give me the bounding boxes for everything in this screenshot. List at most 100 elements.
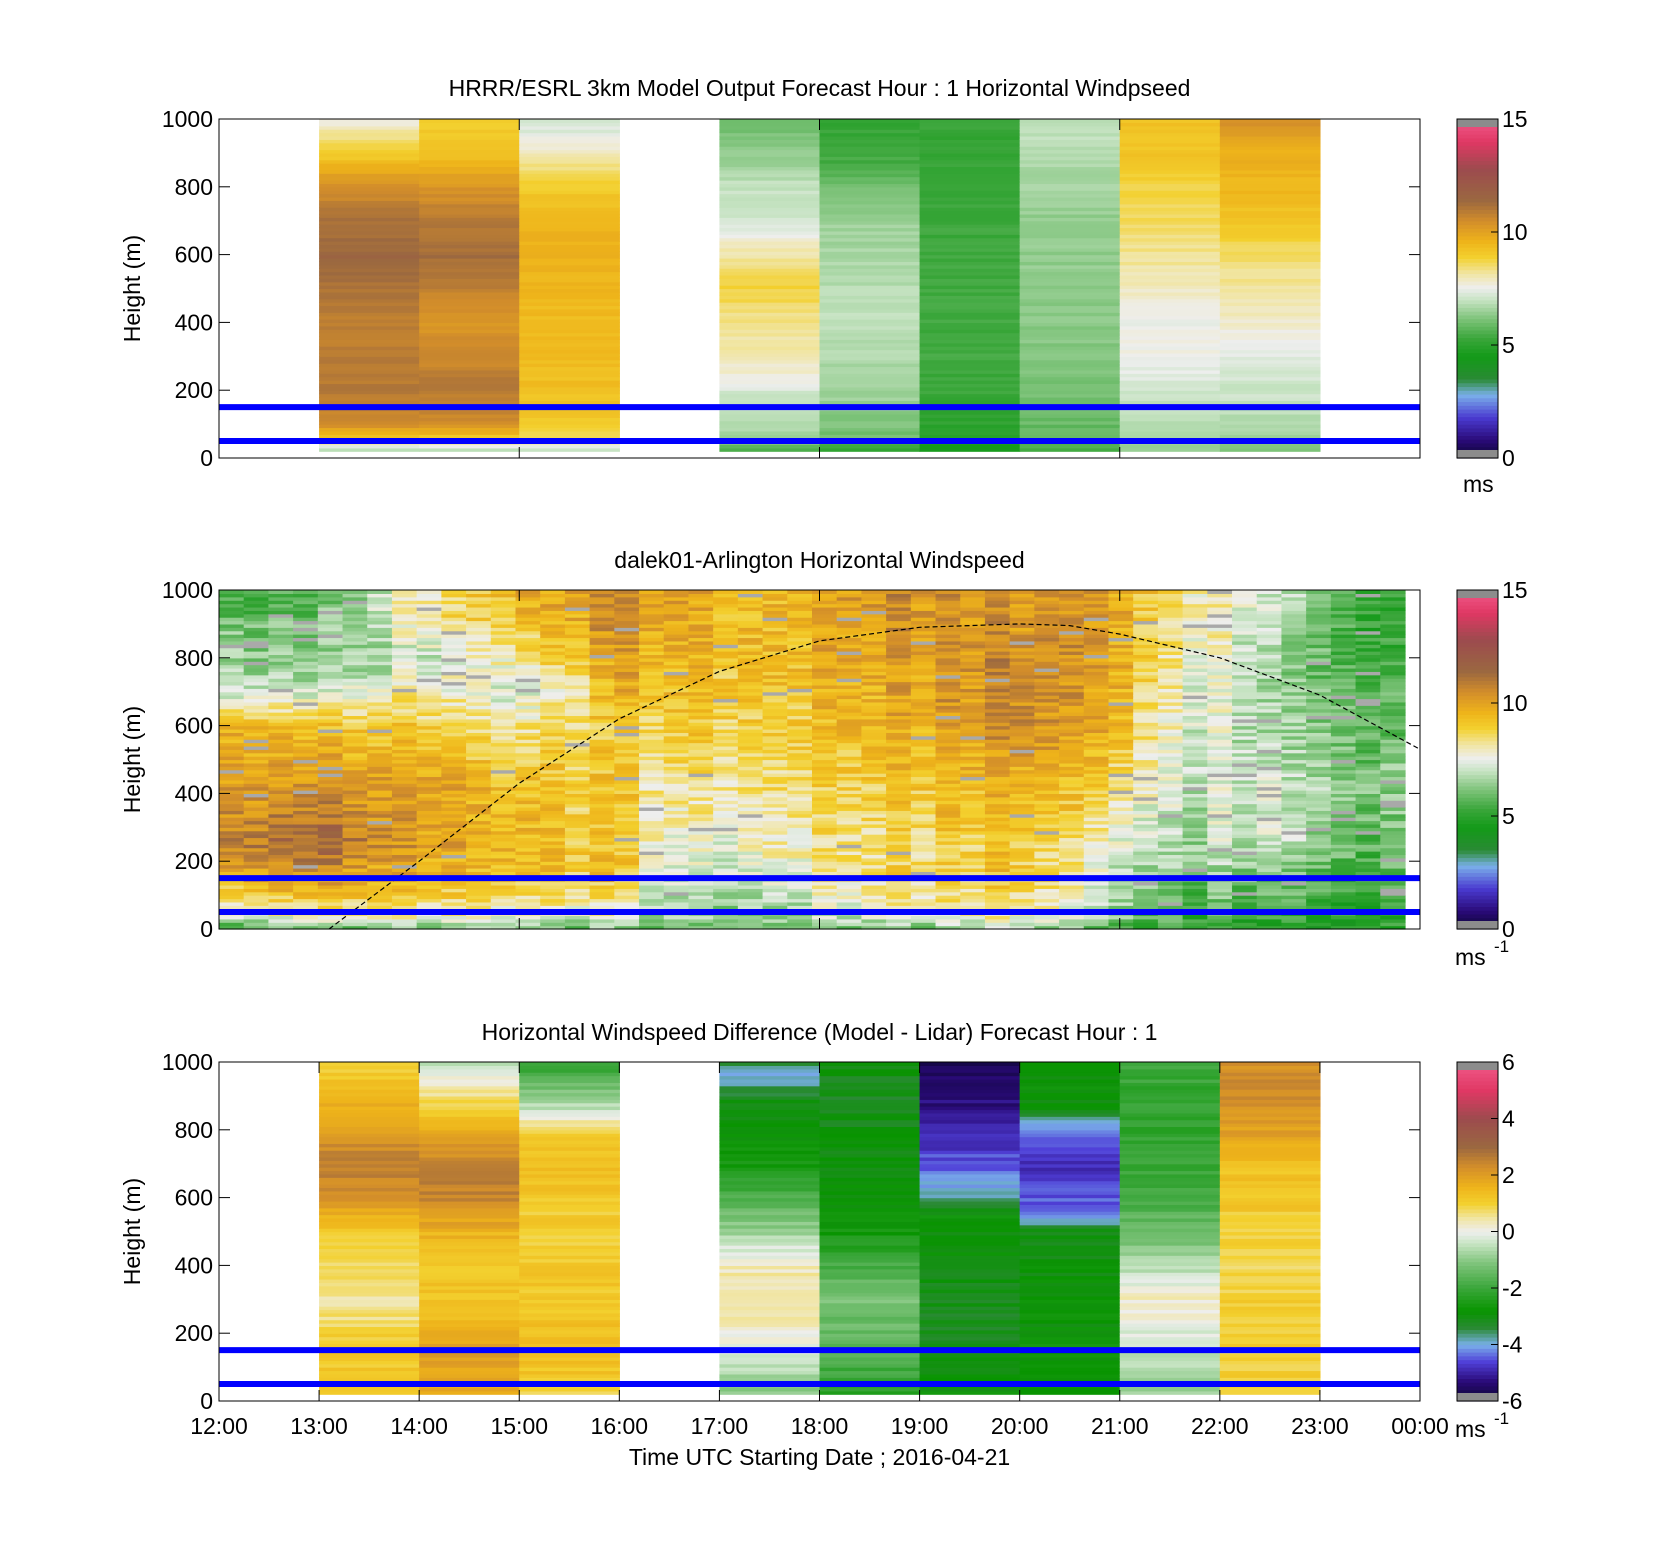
heatmap-cell xyxy=(1119,183,1221,188)
heatmap-cell xyxy=(391,695,418,700)
heatmap-cell xyxy=(1119,434,1221,439)
heatmap-cell xyxy=(935,752,961,757)
heatmap-cell xyxy=(540,891,566,896)
heatmap-cell xyxy=(960,857,986,862)
heatmap-cell xyxy=(519,142,620,147)
heatmap-cell xyxy=(719,427,821,432)
heatmap-cell xyxy=(268,715,294,720)
heatmap-cell xyxy=(762,861,788,866)
heatmap-cell xyxy=(441,773,467,778)
heatmap-cell xyxy=(540,593,566,598)
heatmap-cell xyxy=(861,674,887,679)
heatmap-cell xyxy=(861,759,887,764)
heatmap-cell xyxy=(416,620,442,625)
heatmap-cell xyxy=(713,739,739,744)
heatmap-cell xyxy=(466,698,492,703)
heatmap-cell xyxy=(219,864,245,869)
heatmap-cell xyxy=(919,132,1021,137)
heatmap-cell xyxy=(319,241,420,246)
heatmap-cell xyxy=(243,881,270,886)
heatmap-cell xyxy=(441,861,467,866)
heatmap-cell xyxy=(663,827,690,832)
heatmap-cell xyxy=(762,783,788,788)
heatmap-cell xyxy=(886,891,912,896)
heatmap-cell xyxy=(416,844,442,849)
heatmap-cell xyxy=(319,322,420,327)
heatmap-cell xyxy=(819,227,921,232)
heatmap-cell xyxy=(391,640,418,645)
heatmap-cell xyxy=(1219,420,1321,425)
heatmap-cell xyxy=(1034,627,1060,632)
heatmap-cell xyxy=(416,871,442,876)
heatmap-cell xyxy=(910,881,937,886)
heatmap-cell xyxy=(1083,735,1110,740)
heatmap-cell xyxy=(919,447,1021,452)
heatmap-cell xyxy=(466,715,492,720)
heatmap-cell xyxy=(1219,322,1321,327)
heatmap-cell xyxy=(490,664,517,669)
heatmap-cell xyxy=(1059,728,1085,733)
heatmap-cell xyxy=(1119,230,1221,235)
heatmap-cell xyxy=(787,901,813,906)
heatmap-cell xyxy=(787,688,813,693)
heatmap-cell xyxy=(713,745,739,750)
heatmap-cell xyxy=(243,698,270,703)
heatmap-cell xyxy=(293,823,319,828)
heatmap-cell xyxy=(762,800,788,805)
heatmap-cell xyxy=(243,752,270,757)
heatmap-cell xyxy=(762,915,788,920)
heatmap-cell xyxy=(490,834,517,839)
heatmap-cell xyxy=(836,796,863,801)
heatmap-cell xyxy=(466,793,492,798)
heatmap-cell xyxy=(490,776,517,781)
heatmap-cell xyxy=(1009,627,1035,632)
heatmap-cell xyxy=(1108,773,1134,778)
heatmap-cell xyxy=(1083,637,1110,642)
heatmap-cell xyxy=(1108,613,1134,618)
heatmap-cell xyxy=(663,674,690,679)
heatmap-cell xyxy=(1119,173,1221,178)
heatmap-cell xyxy=(419,180,520,185)
heatmap-cell xyxy=(540,725,566,730)
heatmap-cell xyxy=(1119,332,1221,337)
heatmap-cell xyxy=(886,688,912,693)
heatmap-cell xyxy=(1157,915,1184,920)
heatmap-cell xyxy=(441,813,467,818)
heatmap-cell xyxy=(1059,881,1085,886)
heatmap-cell xyxy=(515,657,541,662)
heatmap-cell xyxy=(466,884,492,889)
heatmap-cell xyxy=(737,610,764,615)
heatmap-cell xyxy=(515,776,541,781)
heatmap-cell xyxy=(319,186,420,191)
heatmap-cell xyxy=(515,817,541,822)
heatmap-cell xyxy=(762,644,788,649)
heatmap-cell xyxy=(515,918,541,923)
heatmap-cell xyxy=(317,827,344,832)
heatmap-cell xyxy=(910,712,937,717)
heatmap-cell xyxy=(836,854,863,859)
heatmap-cell xyxy=(1034,830,1060,835)
heatmap-cell xyxy=(540,728,566,733)
heatmap-cell xyxy=(391,820,418,825)
heatmap-cell xyxy=(243,664,270,669)
heatmap-cell xyxy=(1133,623,1159,628)
heatmap-cell xyxy=(243,667,270,672)
heatmap-cell xyxy=(1119,295,1221,300)
heatmap-cell xyxy=(367,732,393,737)
heatmap-cell xyxy=(787,667,813,672)
heatmap-cell xyxy=(719,417,821,422)
heatmap-cell xyxy=(515,915,541,920)
heatmap-cell xyxy=(1034,637,1060,642)
heatmap-cell xyxy=(564,647,591,652)
heatmap-cell xyxy=(984,779,1011,784)
heatmap-cell xyxy=(1019,281,1121,286)
heatmap-cell xyxy=(639,759,665,764)
heatmap-cell xyxy=(342,745,368,750)
heatmap-cell xyxy=(319,339,420,344)
heatmap-cell xyxy=(1133,840,1159,845)
heatmap-cell xyxy=(1019,444,1121,449)
heatmap-cell xyxy=(367,867,393,872)
heatmap-cell xyxy=(762,762,788,767)
heatmap-cell xyxy=(762,671,788,676)
heatmap-cell xyxy=(1009,715,1035,720)
